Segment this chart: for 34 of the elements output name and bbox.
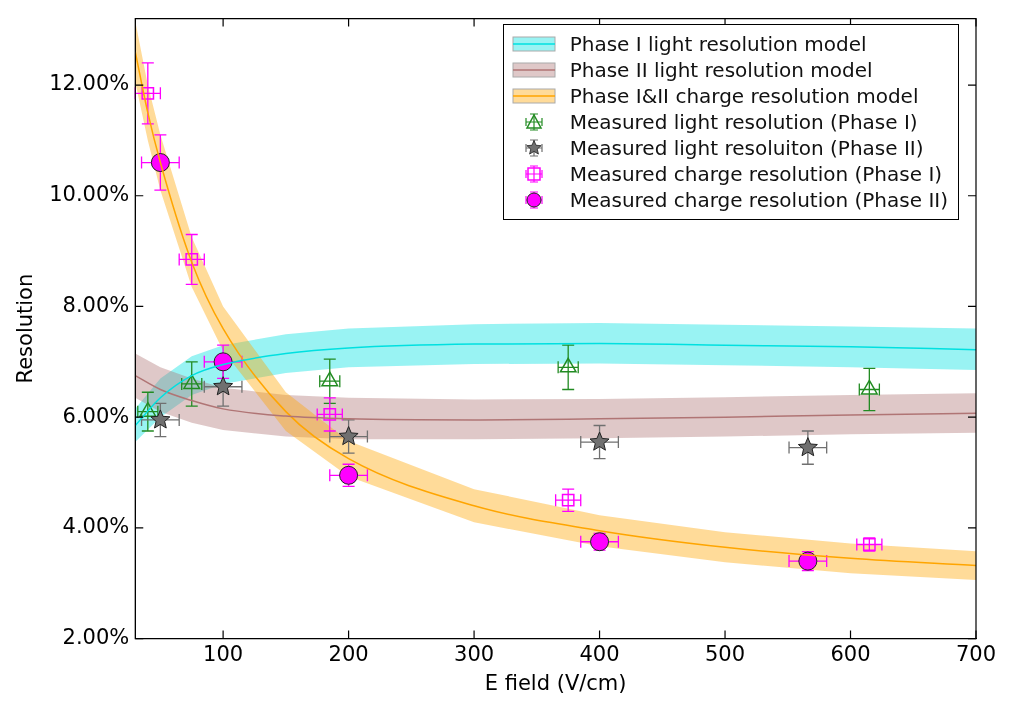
line-series <box>135 374 976 421</box>
point <box>213 376 234 396</box>
point <box>141 86 155 100</box>
y-tick-label: 10.00% <box>49 182 130 207</box>
point <box>183 374 201 390</box>
legend-label: Measured charge resolution (Phase I) <box>569 161 943 187</box>
legend-label: Phase I light resolution model <box>569 31 867 57</box>
point <box>797 437 818 457</box>
legend-label: Phase II light resolution model <box>569 57 873 83</box>
x-tick-label: 500 <box>704 641 746 666</box>
y-tick-label: 6.00% <box>62 403 130 428</box>
point <box>338 426 359 446</box>
point <box>561 493 575 507</box>
y-axis-title: Resolution <box>13 273 38 384</box>
line-series <box>135 342 976 427</box>
point <box>185 253 199 266</box>
x-tick-label: 700 <box>955 641 997 666</box>
x-tick-label: 600 <box>830 641 871 666</box>
legend-label: Measured light resoluiton (Phase II) <box>569 135 924 161</box>
legend-label: Phase I&II charge resolution model <box>569 83 919 109</box>
point <box>150 409 171 429</box>
y-tick-label: 8.00% <box>62 292 130 317</box>
y-tick-label: 4.00% <box>62 514 130 539</box>
x-axis-title: E field (V/cm) <box>484 670 627 695</box>
x-tick-label: 300 <box>454 641 495 666</box>
y-tick-label: 12.00% <box>49 71 130 96</box>
x-tick-label: 400 <box>579 641 620 666</box>
x-tick-label: 100 <box>203 641 244 666</box>
x-tick-label: 200 <box>328 641 369 666</box>
legend-label: Measured light resolution (Phase I) <box>569 109 918 135</box>
legend-label: Measured charge resolution (Phase II) <box>569 187 948 213</box>
point <box>323 408 337 421</box>
point <box>589 431 610 451</box>
y-tick-label: 2.00% <box>62 625 130 650</box>
